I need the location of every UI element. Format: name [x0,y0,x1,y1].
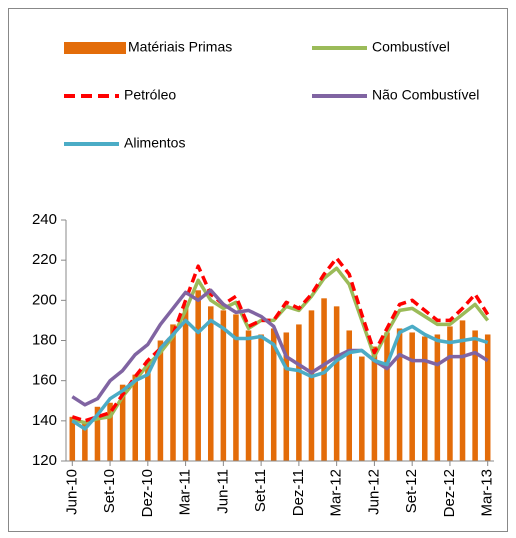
bar [258,334,264,461]
bar [459,320,466,461]
x-tick-label: Mar-12 [328,469,345,517]
bar [132,374,139,461]
y-tick-label: 120 [32,452,57,469]
bar [69,416,76,461]
bar [245,330,252,461]
bar [421,336,428,461]
bar [396,328,403,461]
y-tick-label: 240 [32,211,57,228]
bar [472,330,478,461]
bar [145,360,151,461]
x-tick-label: Dez-11 [290,469,307,516]
x-tick-label: Set-11 [252,469,269,512]
legend-label: Combustível [372,39,450,55]
bar [233,314,239,461]
bar [157,340,164,461]
bar [207,306,214,461]
x-tick-label: Set-12 [403,469,420,513]
bar [170,324,176,461]
x-tick-label: Set-10 [101,469,118,513]
bar [296,324,302,461]
bar [94,406,101,461]
bar [82,420,88,461]
x-tick-label: Dez-10 [139,469,156,517]
x-tick-label: Mar-11 [177,469,194,515]
bar [333,306,340,461]
bar [321,298,327,461]
legend-swatch [64,42,126,54]
bar [283,332,290,461]
legend-label: Alimentos [124,135,185,151]
bar [484,334,491,461]
bar [371,346,378,461]
y-tick-label: 140 [32,412,57,429]
legend-label: Matériais Primas [128,39,232,55]
bar [359,356,365,461]
y-tick-label: 220 [32,251,57,268]
x-tick-label: Jun-10 [63,469,80,515]
bar [270,328,277,461]
line [71,318,489,431]
x-tick-label: Mar-13 [479,469,496,517]
bar [447,326,453,461]
bar [107,402,113,461]
x-tick-label: Jun-11 [214,469,231,514]
y-tick-label: 200 [32,291,57,308]
x-tick-label: Dez-12 [441,469,458,517]
y-tick-label: 160 [32,372,57,389]
bar [195,290,201,461]
line [71,288,489,407]
bar [409,332,415,461]
bar [384,332,390,461]
bar [182,304,189,461]
bar [308,310,315,461]
bar [119,384,126,461]
bar [346,330,353,461]
bar [220,310,227,461]
legend-label: Petróleo [124,87,176,103]
x-tick-label: Jun-12 [365,469,382,515]
y-tick-label: 180 [32,331,57,348]
legend-label: Não Combustível [372,87,479,103]
bar [434,334,441,461]
